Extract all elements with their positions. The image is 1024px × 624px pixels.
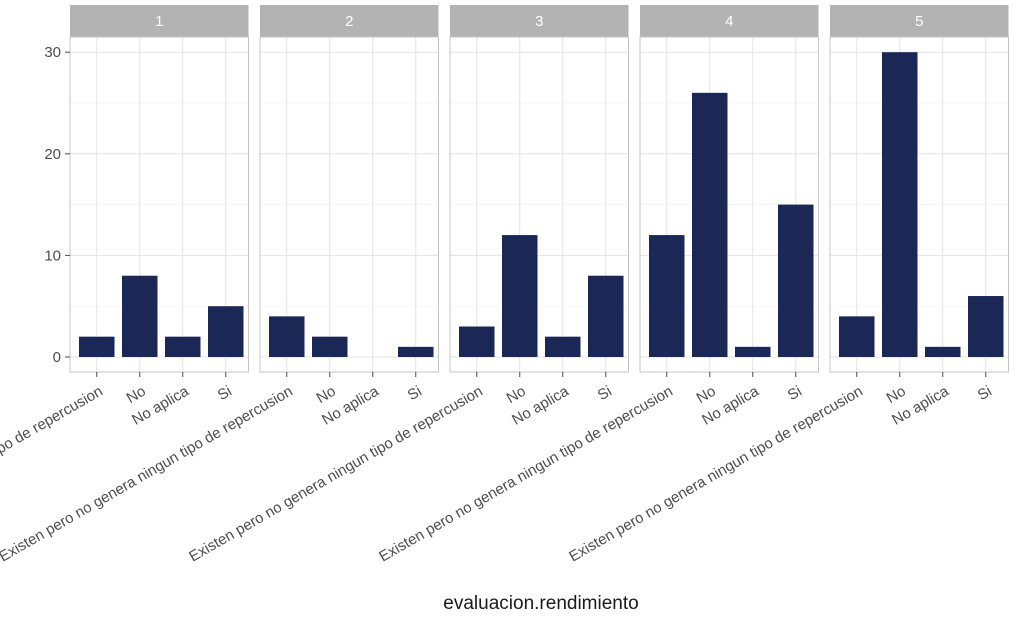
x-tick-label: No: [884, 383, 909, 407]
panel-border: [69, 36, 249, 373]
x-tick-label: No: [504, 383, 529, 407]
bar-panel-1-1: [122, 275, 158, 357]
y-axis: 0 10 20 30: [44, 44, 70, 366]
panel-border: [639, 36, 819, 373]
bar-panel-2-3: [398, 346, 434, 357]
bar-panel-5-1: [882, 52, 918, 357]
bar-panel-3-3: [588, 275, 624, 357]
panel-border: [259, 36, 439, 373]
facet-strip-label: 5: [915, 13, 923, 30]
x-tick-label: No: [314, 383, 339, 407]
panel-border: [829, 36, 1009, 373]
bar-panel-4-0: [649, 235, 685, 357]
panel-2: 2 Existen pero no genera ningun tipo de r…: [0, 5, 439, 566]
y-tick-label: 10: [44, 247, 61, 264]
bar-panel-1-2: [165, 336, 201, 357]
x-axis-title: evaluacion.rendimiento: [443, 593, 638, 614]
x-tick-label: Si: [595, 383, 615, 404]
facet-strip-label: 3: [535, 13, 543, 30]
x-tick-label: Existen pero no genera ningun tipo de re…: [0, 383, 106, 566]
panel-border: [449, 36, 629, 373]
x-tick-label: Si: [785, 383, 805, 404]
bar-panel-3-0: [459, 326, 495, 357]
bar-panel-2-1: [312, 336, 348, 357]
x-tick-label: Si: [215, 383, 235, 404]
y-tick-label: 20: [44, 146, 61, 163]
facet-strip-label: 2: [345, 13, 353, 30]
facet-strip: [640, 5, 819, 37]
y-tick-label: 0: [53, 349, 61, 366]
bar-panel-1-3: [208, 306, 244, 357]
bar-panel-5-3: [968, 296, 1004, 357]
x-tick-label: Si: [405, 383, 425, 404]
x-tick-label: No: [124, 383, 149, 407]
facet-strip: [450, 5, 629, 37]
bar-panel-3-1: [502, 235, 538, 357]
facet-strip: [260, 5, 439, 37]
panels-layer: 1 Existen pero no genera ningun tipo de r…: [0, 5, 1009, 566]
bar-panel-3-2: [545, 336, 581, 357]
bar-panel-4-1: [692, 92, 728, 357]
x-tick-label: Si: [975, 383, 995, 404]
facet-strip-label: 1: [155, 13, 163, 30]
bar-panel-4-2: [735, 346, 771, 357]
y-tick-label: 30: [44, 44, 61, 61]
bar-panel-1-0: [79, 336, 115, 357]
bar-panel-5-2: [925, 346, 961, 357]
bar-panel-4-3: [778, 204, 814, 357]
x-tick-label: No: [694, 383, 719, 407]
facet-strip-label: 4: [725, 13, 733, 30]
bar-panel-5-0: [839, 316, 875, 357]
facet-strip: [830, 5, 1009, 37]
facet-strip: [70, 5, 249, 37]
bar-panel-2-0: [269, 316, 305, 357]
